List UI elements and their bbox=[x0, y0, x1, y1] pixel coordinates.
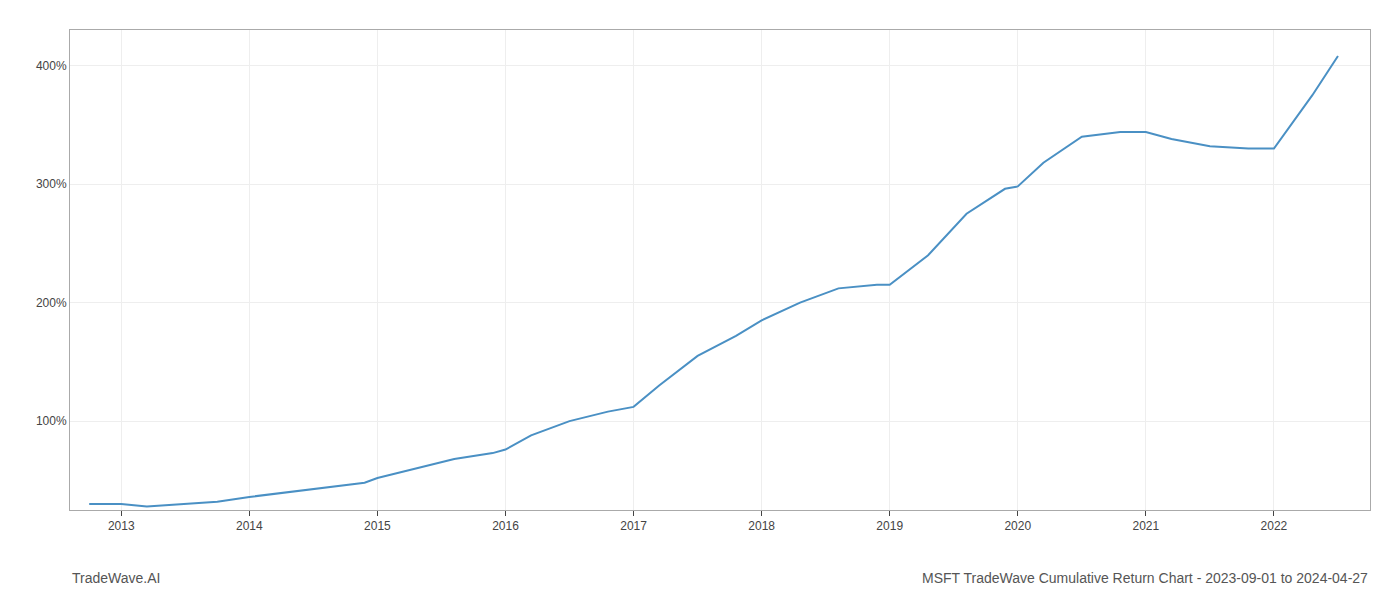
svg-text:2022: 2022 bbox=[1261, 519, 1288, 533]
svg-text:2021: 2021 bbox=[1133, 519, 1160, 533]
svg-text:2014: 2014 bbox=[236, 519, 263, 533]
svg-text:2013: 2013 bbox=[108, 519, 135, 533]
svg-text:2019: 2019 bbox=[876, 519, 903, 533]
svg-text:MSFT TradeWave Cumulative Retu: MSFT TradeWave Cumulative Return Chart -… bbox=[922, 570, 1368, 586]
svg-text:TradeWave.AI: TradeWave.AI bbox=[72, 570, 160, 586]
svg-text:300%: 300% bbox=[36, 177, 67, 191]
svg-text:400%: 400% bbox=[36, 59, 67, 73]
svg-text:2018: 2018 bbox=[748, 519, 775, 533]
svg-text:2020: 2020 bbox=[1004, 519, 1031, 533]
svg-text:2015: 2015 bbox=[364, 519, 391, 533]
svg-text:2016: 2016 bbox=[492, 519, 519, 533]
svg-text:2017: 2017 bbox=[620, 519, 647, 533]
svg-text:200%: 200% bbox=[36, 296, 67, 310]
svg-text:100%: 100% bbox=[36, 414, 67, 428]
